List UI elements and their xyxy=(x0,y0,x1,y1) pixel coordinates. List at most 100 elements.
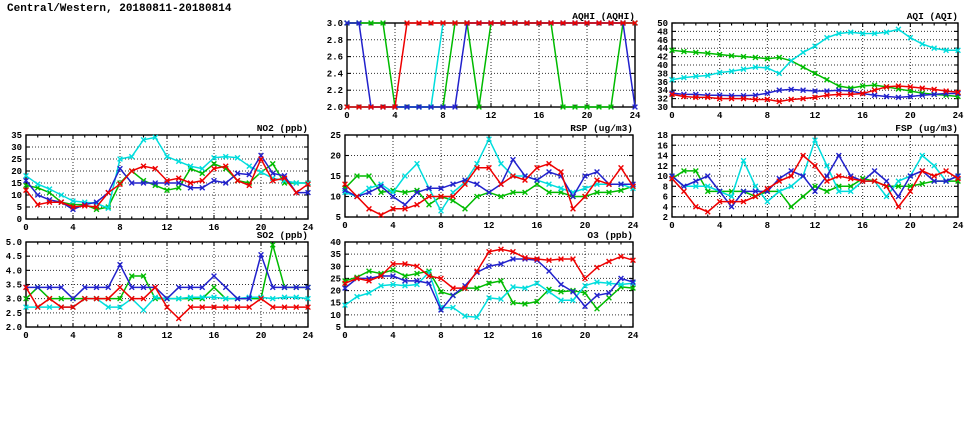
so2-marker-cyan xyxy=(105,304,112,311)
fsp-marker-red xyxy=(955,175,961,182)
aqi-marker-red xyxy=(669,91,675,98)
aqi-marker-red xyxy=(883,83,890,90)
fsp-marker-red xyxy=(931,173,938,179)
svg-text:20: 20 xyxy=(256,223,267,233)
o3-marker-blue xyxy=(342,285,348,292)
so2-marker-red xyxy=(140,295,147,302)
aqhi-marker-red xyxy=(632,20,638,26)
aqi-marker-red xyxy=(943,88,949,94)
rsp-marker-blue xyxy=(486,189,492,196)
rsp-marker-cyan xyxy=(414,160,420,167)
no2-marker-blue xyxy=(305,189,311,196)
svg-text:5: 5 xyxy=(336,323,341,333)
no2-marker-blue xyxy=(269,170,276,177)
svg-text:36: 36 xyxy=(657,78,668,88)
fsp-marker-blue xyxy=(871,167,878,174)
aqi-marker-red xyxy=(907,83,914,90)
so2-marker-cyan xyxy=(140,307,147,313)
o3-marker-red xyxy=(366,277,372,284)
svg-text:5: 5 xyxy=(336,213,341,223)
aqi-marker-red xyxy=(692,94,699,101)
svg-text:12: 12 xyxy=(162,223,173,233)
svg-text:25: 25 xyxy=(330,131,341,141)
rsp-marker-green xyxy=(546,189,552,196)
no2-marker-green xyxy=(23,182,29,189)
svg-text:12: 12 xyxy=(484,331,495,341)
o3-marker-red xyxy=(546,257,552,264)
o3-marker-cyan xyxy=(390,281,396,288)
svg-text:10: 10 xyxy=(657,172,668,182)
svg-text:15: 15 xyxy=(11,179,22,189)
o3-marker-green xyxy=(558,288,564,295)
aqi-marker-blue xyxy=(776,87,783,94)
aqi-marker-green xyxy=(764,55,771,62)
o3-marker-red xyxy=(378,273,384,279)
no2-marker-red xyxy=(199,177,206,184)
so2-marker-blue xyxy=(164,295,170,302)
rsp-marker-blue xyxy=(570,193,576,200)
o3-marker-green xyxy=(630,285,636,292)
fsp-series-red xyxy=(669,152,961,215)
so2-marker-blue xyxy=(93,284,100,291)
o3-marker-red xyxy=(342,280,348,287)
svg-text:15: 15 xyxy=(330,299,341,309)
so2-series-red xyxy=(23,284,311,322)
no2-y-axis-labels: 35 30 25 20 15 10 5 0 xyxy=(11,131,22,225)
aqi-marker-green xyxy=(859,83,866,89)
so2-x-axis-labels: 0 4 8 12 16 20 24 xyxy=(23,331,314,341)
no2-marker-red xyxy=(81,202,88,209)
so2-marker-red xyxy=(187,304,194,311)
rsp-marker-cyan xyxy=(558,185,564,192)
fsp-marker-red xyxy=(943,167,949,174)
so2-marker-red xyxy=(305,304,311,311)
fsp-x-axis-labels: 0 4 8 12 16 20 24 xyxy=(669,221,964,231)
o3-marker-blue xyxy=(390,273,396,279)
so2-marker-red xyxy=(70,304,76,311)
aqi-marker-green xyxy=(835,83,842,89)
o3-marker-cyan xyxy=(498,296,504,302)
so2-marker-red xyxy=(152,284,159,291)
no2-chart-title: NO2 (ppb) xyxy=(257,123,308,134)
so2-marker-red xyxy=(175,315,182,322)
so2-marker-red xyxy=(258,295,264,302)
no2-marker-blue xyxy=(140,180,147,186)
so2-chart-title: SO2 (ppb) xyxy=(257,230,308,241)
so2-marker-blue xyxy=(128,284,135,291)
fsp-marker-red xyxy=(728,198,735,205)
aqhi-marker-red xyxy=(416,20,422,26)
svg-text:20: 20 xyxy=(330,287,341,297)
fsp-marker-red xyxy=(895,203,902,210)
rsp-marker-red xyxy=(522,177,528,183)
aqi-marker-green xyxy=(752,54,759,61)
rsp-marker-red xyxy=(582,193,588,200)
svg-text:30: 30 xyxy=(330,262,341,272)
o3-marker-cyan xyxy=(402,282,408,289)
o3-marker-green xyxy=(474,285,480,292)
o3-marker-red xyxy=(570,256,576,262)
fsp-marker-red xyxy=(812,162,818,169)
svg-text:0: 0 xyxy=(342,221,347,231)
svg-text:32: 32 xyxy=(657,95,668,105)
no2-marker-red xyxy=(34,201,41,208)
fsp-marker-cyan xyxy=(740,157,747,164)
o3-marker-blue xyxy=(570,288,576,295)
svg-text:35: 35 xyxy=(11,131,22,141)
no2-marker-red xyxy=(46,199,53,206)
fsp-marker-blue xyxy=(752,188,759,195)
o3-series-cyan xyxy=(342,269,636,321)
o3-marker-green xyxy=(522,301,528,307)
rsp-marker-red xyxy=(438,193,444,200)
svg-text:2.0: 2.0 xyxy=(6,323,22,333)
svg-text:4: 4 xyxy=(392,111,398,121)
svg-text:0: 0 xyxy=(23,223,28,233)
aqi-marker-blue xyxy=(835,87,842,94)
so2-marker-red xyxy=(58,304,65,311)
aqi-marker-cyan xyxy=(812,43,818,49)
aqi-marker-green xyxy=(692,49,699,56)
aqi-marker-cyan xyxy=(943,47,949,54)
no2-marker-cyan xyxy=(246,163,253,170)
fsp-marker-cyan xyxy=(847,188,854,195)
svg-text:16: 16 xyxy=(209,331,220,341)
fsp-marker-cyan xyxy=(764,198,771,205)
